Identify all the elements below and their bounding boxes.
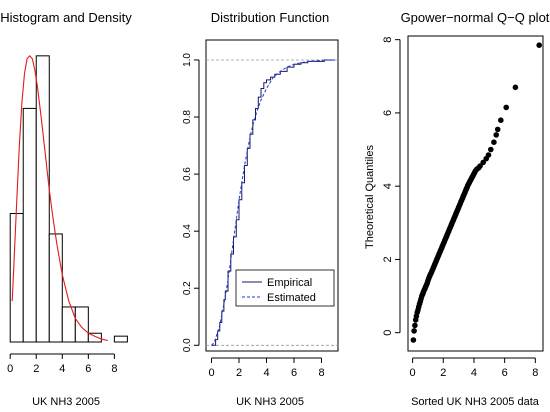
qq-point xyxy=(485,152,492,158)
x-tick-label: 2 xyxy=(440,367,446,379)
y-tick-label: 0.2 xyxy=(182,281,193,295)
qq-points xyxy=(410,42,542,343)
histogram-bar xyxy=(48,233,63,343)
qq-point xyxy=(493,132,500,138)
y-tick-label: 0.8 xyxy=(182,110,193,124)
histogram-bar xyxy=(22,107,37,343)
qq-title: Gpower−normal Q−Q plot xyxy=(401,10,550,25)
x-tick-label: 2 xyxy=(236,367,242,379)
qq-y-label: Theoretical Quantiles xyxy=(364,145,376,249)
qq-point xyxy=(480,159,487,166)
x-tick-label: 4 xyxy=(59,363,65,375)
qq-point xyxy=(498,117,504,123)
empirical-cdf-line xyxy=(211,59,336,346)
histogram-bar xyxy=(87,332,102,343)
histogram-bar xyxy=(113,335,128,343)
qq-axes: 0 2 4 6 8 0 2 4 6 8 xyxy=(382,37,538,379)
x-tick-label: 6 xyxy=(291,367,297,379)
x-tick-label: 8 xyxy=(111,363,117,375)
histogram-bar xyxy=(74,306,89,343)
distribution-panel: Distribution Function 0 2 4 6 80.00.20.40.60… xyxy=(182,10,339,408)
legend-empirical-label: Empirical xyxy=(267,277,312,289)
y-tick-label: 4 xyxy=(382,183,394,189)
histogram-panel: Histogram and Density 0 2 4 6 8 UK NH3 2005 xyxy=(0,10,132,408)
x-tick-label: 0 xyxy=(7,363,13,375)
x-tick-label: 0 xyxy=(410,367,416,379)
qq-point xyxy=(410,337,417,343)
qq-point xyxy=(503,104,510,111)
qq-point xyxy=(536,42,542,48)
distribution-title: Distribution Function xyxy=(211,10,330,25)
qq-point xyxy=(488,146,494,153)
distribution-x-label: UK NH3 2005 xyxy=(236,396,304,408)
histogram-bars xyxy=(9,55,128,343)
x-tick-label: 8 xyxy=(532,367,538,379)
qq-point xyxy=(512,84,519,91)
y-tick-label: 8 xyxy=(382,37,394,43)
x-tick-label: 6 xyxy=(85,363,91,375)
qq-point xyxy=(412,322,418,329)
qq-x-label: Sorted UK NH3 2005 data xyxy=(411,396,540,408)
y-tick-label: 1.0 xyxy=(182,53,193,67)
legend-box xyxy=(235,269,335,307)
distribution-legend: Empirical Estimated xyxy=(235,269,335,307)
distribution-plot-box xyxy=(205,39,339,352)
distribution-axes: 0 2 4 6 8 0.0 0.2 0.4 0.6 0.8 1.0 xyxy=(182,53,325,379)
x-tick-label: 2 xyxy=(33,363,39,375)
histogram-bar xyxy=(9,213,24,343)
qq-point xyxy=(494,126,501,133)
histogram-bar xyxy=(35,55,50,343)
y-tick-label: 2 xyxy=(382,256,394,262)
distribution-reference-lines xyxy=(206,59,338,346)
x-tick-label: 8 xyxy=(318,367,324,379)
qq-point xyxy=(411,328,417,334)
histogram-x-label: UK NH3 2005 xyxy=(32,396,100,408)
qq-panel: Gpower−normal Q−Q plot 0 2 4 6 8 0 2 4 6 8 Sorted… xyxy=(364,10,550,408)
estimated-cdf-line xyxy=(211,59,336,346)
legend-estimated-label: Estimated xyxy=(267,292,316,304)
qq-plot-box xyxy=(407,35,544,352)
qq-point xyxy=(491,139,497,145)
y-tick-label: 0.0 xyxy=(182,338,193,352)
y-tick-label: 6 xyxy=(382,110,394,116)
x-tick-label: 6 xyxy=(502,367,508,379)
x-tick-label: 0 xyxy=(208,367,214,379)
y-tick-label: 0.4 xyxy=(182,224,193,238)
histogram-x-axis: 0 2 4 6 8 xyxy=(7,353,117,375)
histogram-title: Histogram and Density xyxy=(0,10,132,25)
y-tick-label: 0 xyxy=(382,330,394,336)
x-tick-label: 4 xyxy=(471,367,477,379)
x-tick-label: 4 xyxy=(263,367,269,379)
density-curve xyxy=(11,54,109,342)
y-tick-label: 0.6 xyxy=(182,167,193,181)
